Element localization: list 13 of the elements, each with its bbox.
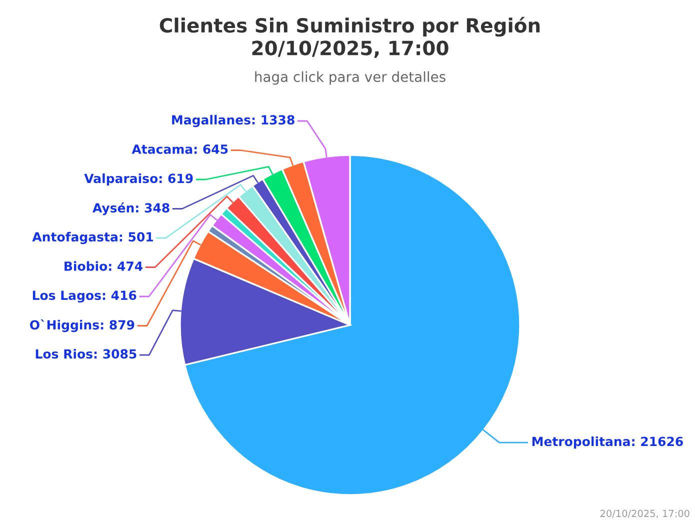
slice-label: Metropolitana: 21626 <box>532 436 683 449</box>
slice-label: Magallanes: 1338 <box>172 114 294 128</box>
slice-label: Atacama: 645 <box>132 144 228 154</box>
text: 20/10/2025, 17:00 <box>600 510 690 518</box>
slice-label: Aysén: 348 <box>92 202 170 216</box>
slice-label: O`Higgins: 879 <box>30 319 134 332</box>
chart-title: Clientes Sin Suministro por Región 20/10/2025, 17:00 <box>160 16 540 58</box>
slice-label: Los Rios: 3085 <box>36 348 136 359</box>
slice-label: Biobio: 474 <box>64 261 143 271</box>
slice-label: Los Lagos: 416 <box>32 290 136 303</box>
chart-subtitle: haga click para ver detalles <box>255 71 446 85</box>
slice-label: Antofagasta: 501 <box>32 232 154 244</box>
slice-label: Valparaiso: 619 <box>84 173 193 186</box>
